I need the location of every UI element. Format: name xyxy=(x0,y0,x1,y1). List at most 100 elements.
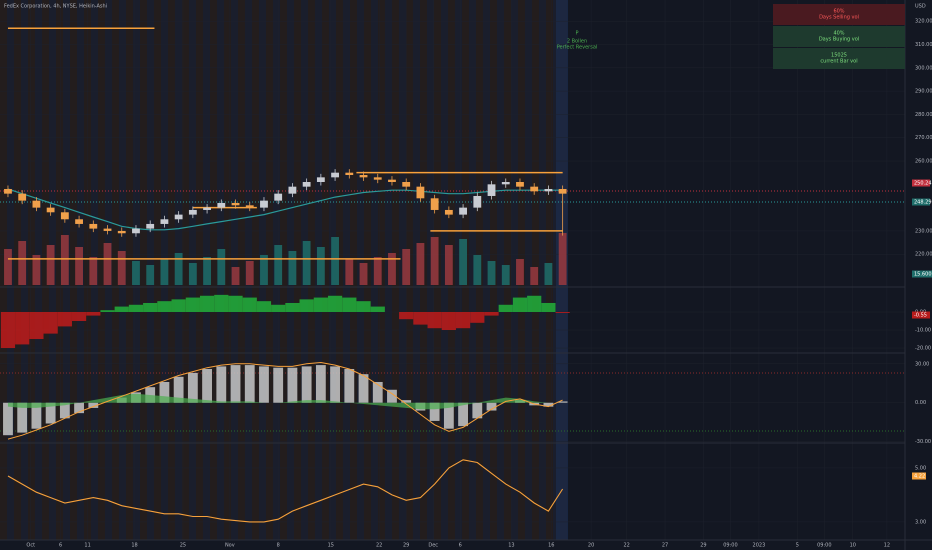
volume-bar xyxy=(473,255,482,285)
osc1-bar xyxy=(327,295,343,312)
osc1-bar xyxy=(228,295,243,312)
osc2-bar xyxy=(344,368,355,403)
volume-bar xyxy=(530,267,539,285)
candle-body xyxy=(4,188,12,194)
x-tick-label: 22 xyxy=(623,543,629,549)
osc2-bar xyxy=(557,401,568,403)
volume-bar xyxy=(402,249,411,285)
x-tick-label: 6 xyxy=(459,543,462,549)
stripe xyxy=(497,0,504,540)
osc2-bar xyxy=(486,402,497,411)
stripe xyxy=(483,0,490,540)
stripe xyxy=(0,0,7,540)
x-tick-label: 12 xyxy=(884,543,890,549)
annotation-text: 2 Bollen xyxy=(567,39,587,45)
stripe xyxy=(56,0,63,540)
stripe xyxy=(364,0,371,540)
stripe xyxy=(280,0,287,540)
y-tick-label: 230.00 xyxy=(915,228,932,234)
candle-body xyxy=(516,181,524,187)
stripe xyxy=(70,0,77,540)
price-badge: 250.24 xyxy=(912,179,932,187)
badge-bg xyxy=(912,311,930,319)
candle-body xyxy=(430,198,439,210)
osc2-bar xyxy=(301,366,312,403)
osc1-bar xyxy=(356,301,371,312)
volume-bar xyxy=(316,247,325,285)
osc1-bar xyxy=(527,295,542,312)
y-tick-label: 300.00 xyxy=(915,65,932,71)
badge-bg xyxy=(912,270,932,278)
osc2-bar xyxy=(401,400,412,403)
osc2-bar xyxy=(443,402,454,429)
x-tick-label: Nov xyxy=(225,543,235,549)
osc1-bar xyxy=(199,295,215,312)
osc1-bar xyxy=(71,311,87,321)
stripe xyxy=(427,0,434,540)
volume-bar xyxy=(487,261,496,285)
volume-bar xyxy=(231,267,240,285)
x-tick-label: 09:00 xyxy=(723,543,737,549)
candle-body xyxy=(174,214,183,220)
y-tick-label: 3.00 xyxy=(915,519,926,525)
badge-label: -0.55 xyxy=(914,313,927,319)
stripe xyxy=(210,0,217,540)
osc1-bar xyxy=(541,302,556,312)
candle-body xyxy=(473,195,482,208)
volume-bar xyxy=(174,253,183,285)
candle-body xyxy=(288,186,297,194)
y-tick-label: 310.00 xyxy=(915,42,932,48)
volume-bar xyxy=(32,255,41,285)
candle-body xyxy=(459,207,467,215)
stripe xyxy=(182,0,189,540)
volume-bar xyxy=(288,251,297,285)
table-value: 60% xyxy=(833,9,844,15)
stripe xyxy=(266,0,273,540)
stripe xyxy=(469,0,476,540)
stripe xyxy=(112,0,119,540)
stripe xyxy=(238,0,245,540)
candle-body xyxy=(217,202,226,208)
osc1-bar xyxy=(470,311,485,323)
volume-bar xyxy=(558,233,567,285)
badge-label: 4.22 xyxy=(914,474,925,480)
osc1-bar xyxy=(171,299,186,312)
candle-body xyxy=(32,200,41,208)
candle-body xyxy=(146,223,155,229)
osc2-bar xyxy=(202,368,212,403)
candle-body xyxy=(530,186,539,192)
candle-body xyxy=(274,193,283,201)
osc2-bar xyxy=(59,402,70,419)
x-tick-label: 10 xyxy=(850,543,856,549)
osc1-bar xyxy=(128,304,144,312)
osc2-bar xyxy=(543,402,554,407)
osc1-bar xyxy=(555,311,570,313)
osc2-bar xyxy=(88,402,99,408)
annotation-text: Perfect Reversal xyxy=(557,45,598,51)
stripe xyxy=(196,0,203,540)
x-tick-label: 29 xyxy=(403,543,409,549)
marks xyxy=(0,27,570,523)
x-tick-label: 15 xyxy=(328,543,334,549)
volume-bar xyxy=(60,235,69,285)
volume-bar xyxy=(544,263,553,285)
candle-body xyxy=(302,181,311,187)
osc1-bar xyxy=(342,297,357,312)
badge-bg xyxy=(912,198,930,206)
y-tick-label: 260.00 xyxy=(915,159,932,165)
volume-bar xyxy=(430,237,439,285)
osc2-bar xyxy=(472,402,483,419)
volume-bar xyxy=(388,253,396,285)
stats-table: 60% Days Selling vol 40% Days Buying vol… xyxy=(773,4,905,69)
chart-title: FedEx Corporation, 4h, NYSE, Heikin-Ashi xyxy=(4,4,107,10)
osc1-bar xyxy=(399,311,414,320)
session-stripes xyxy=(0,0,567,540)
candle-body xyxy=(18,193,27,201)
y-tick-label: 30.00 xyxy=(915,361,929,367)
candle-body xyxy=(103,228,112,231)
volume-bar xyxy=(302,241,311,285)
volume-bar xyxy=(217,249,226,285)
osc1-bar xyxy=(86,311,101,316)
y-tick-label: -20.00 xyxy=(915,346,931,352)
